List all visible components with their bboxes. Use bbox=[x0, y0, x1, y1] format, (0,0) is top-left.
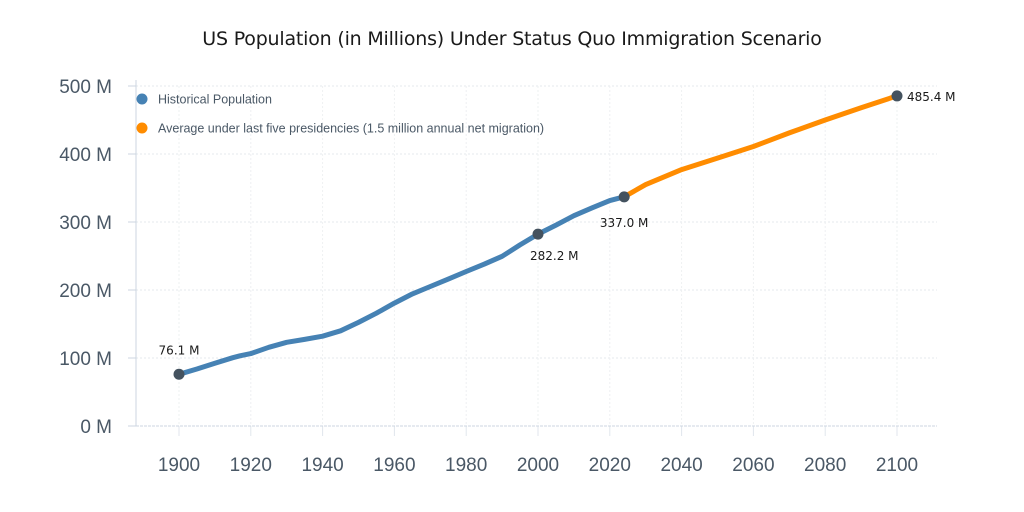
axes bbox=[128, 80, 937, 436]
x-tick-label: 1940 bbox=[301, 455, 343, 476]
data-point-label: 337.0 M bbox=[600, 216, 649, 230]
y-axis-ticks: 0 M 100 M 200 M 300 M 400 M 500 M bbox=[59, 77, 112, 438]
x-tick-label: 2060 bbox=[732, 455, 774, 476]
data-point-marker bbox=[891, 90, 903, 102]
grid bbox=[136, 85, 937, 426]
series-line-projection bbox=[621, 93, 900, 200]
data-point-marker bbox=[532, 228, 544, 240]
data-point-label: 76.1 M bbox=[159, 343, 200, 357]
chart-title: US Population (in Millions) Under Status… bbox=[202, 28, 822, 50]
y-tick-label: 300 M bbox=[59, 213, 112, 234]
y-tick-label: 100 M bbox=[59, 349, 112, 370]
legend-label: Historical Population bbox=[158, 93, 272, 107]
series-lines bbox=[176, 93, 900, 377]
data-point-label: 282.2 M bbox=[530, 249, 579, 263]
annotation-markers bbox=[173, 90, 903, 380]
annotation-labels: 76.1 M 282.2 M 337.0 M 485.4 M bbox=[159, 90, 956, 357]
y-tick-label: 0 M bbox=[80, 417, 112, 438]
x-tick-label: 2100 bbox=[876, 455, 918, 476]
x-tick-label: 2020 bbox=[589, 455, 631, 476]
x-tick-label: 2080 bbox=[804, 455, 846, 476]
legend-item: Average under last five presidencies (1.… bbox=[136, 122, 544, 136]
x-axis-ticks: 1900 1920 1940 1960 1980 2000 2020 2040 2060 2080… bbox=[158, 455, 918, 476]
x-tick-label: 1960 bbox=[373, 455, 415, 476]
legend-label: Average under last five presidencies (1.… bbox=[158, 122, 544, 136]
y-tick-label: 200 M bbox=[59, 281, 112, 302]
data-point-marker bbox=[173, 368, 185, 380]
x-tick-label: 1920 bbox=[230, 455, 272, 476]
x-tick-label: 1980 bbox=[445, 455, 487, 476]
legend-swatch-icon bbox=[136, 122, 148, 134]
legend-item: Historical Population bbox=[136, 93, 272, 107]
legend-swatch-icon bbox=[136, 93, 148, 105]
y-tick-label: 400 M bbox=[59, 145, 112, 166]
data-point-label: 485.4 M bbox=[907, 90, 956, 104]
series-line-historical bbox=[176, 194, 627, 377]
x-tick-label: 1900 bbox=[158, 455, 200, 476]
legend: Historical Population Average under last … bbox=[136, 93, 544, 136]
data-point-marker bbox=[618, 191, 630, 203]
x-tick-label: 2040 bbox=[660, 455, 702, 476]
x-tick-label: 2000 bbox=[517, 455, 559, 476]
y-tick-label: 500 M bbox=[59, 77, 112, 98]
